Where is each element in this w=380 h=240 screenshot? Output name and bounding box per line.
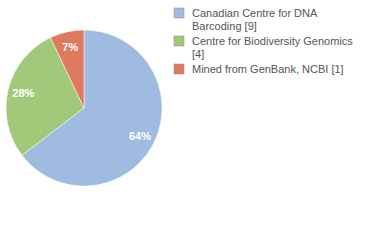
data-label: 28% <box>12 87 34 99</box>
legend-swatch <box>174 36 184 46</box>
data-label: 64% <box>129 130 151 142</box>
legend-swatch <box>174 64 184 74</box>
chart: 64% 28% 7% Canadian Centre for DNABarcoding… <box>0 0 380 240</box>
legend: Canadian Centre for DNABarcoding [9] Cent… <box>174 7 353 75</box>
pie-slice <box>50 30 84 108</box>
legend-swatch <box>174 8 184 18</box>
data-labels: 64% 28% 7% <box>12 41 151 142</box>
legend-label: Centre for Biodiversity Genomics[4] <box>192 35 353 60</box>
legend-label: Mined from GenBank, NCBI [1] <box>192 63 344 75</box>
legend-label: Canadian Centre for DNABarcoding [9] <box>192 7 318 32</box>
data-label: 7% <box>62 41 78 53</box>
pie <box>6 30 162 186</box>
